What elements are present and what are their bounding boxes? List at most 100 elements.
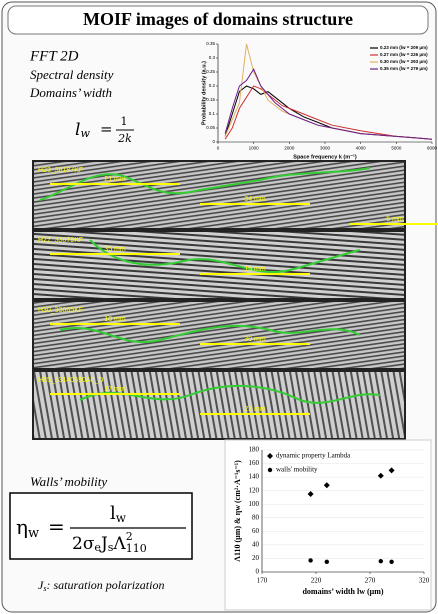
y-tick-label: 180 — [249, 446, 260, 454]
point — [308, 558, 313, 563]
measure-label: 21 mm — [104, 176, 126, 183]
y-tick-label: 0.15 — [206, 97, 215, 102]
x-tick-label: 270 — [365, 577, 376, 585]
f: e — [94, 541, 101, 554]
y-tick-label: 40 — [252, 540, 260, 548]
text: Spectral density — [30, 67, 114, 82]
formula-part: 2σeJsΛ2 110 — [72, 530, 147, 555]
formula: lw = 1 2k — [75, 115, 134, 145]
domain-outline — [89, 239, 361, 274]
image-label: H23_38187KF — [38, 167, 83, 174]
axes — [217, 44, 432, 143]
formula-part: = — [48, 515, 65, 539]
y-tick-label: 0.05 — [206, 125, 215, 130]
point — [377, 472, 384, 479]
formula-part: ηw — [16, 515, 39, 541]
series-line — [224, 85, 433, 140]
y-tick-label: 0.35 — [206, 41, 215, 46]
point — [388, 467, 395, 474]
legend-label: 0.35 mm (lw = 279 μm) — [380, 66, 428, 71]
f: η — [16, 515, 28, 539]
point — [389, 559, 394, 565]
f: w — [116, 511, 127, 525]
axes — [261, 450, 424, 573]
point — [324, 559, 329, 565]
x-tick-label: 1000 — [249, 146, 260, 151]
y-tick-label: 80 — [252, 513, 260, 521]
x-tick-label: 220 — [311, 577, 322, 585]
legend-label: 0.27 mm (lw = 226 μm) — [380, 52, 428, 57]
y-axis-label: Λ110 (μm) & ηw (cm²·A⁻¹s⁻¹) — [233, 460, 242, 562]
formula-part: lw — [110, 503, 127, 525]
f: 2σ — [72, 534, 95, 554]
text: FFT 2D — [29, 48, 79, 64]
legend-marker — [267, 453, 273, 459]
f: 110 — [126, 542, 147, 555]
y-tick-label: 100 — [249, 500, 260, 508]
formula-part: 1 — [121, 115, 128, 128]
legend-label: dynamic property Lambda — [276, 452, 351, 460]
measure-label: 35 mm — [104, 246, 126, 253]
f: l — [75, 120, 80, 140]
y-tick-label: 160 — [249, 459, 260, 467]
f: w — [80, 127, 90, 140]
f: l — [110, 503, 116, 524]
legend-label: 0.23 mm (lw = 209 μm) — [380, 45, 428, 50]
title: MOIF images of domains structure — [83, 9, 353, 29]
y-tick-label: 0.2 — [209, 83, 216, 88]
formula-box — [9, 492, 193, 560]
image-label: H35_33140590A0_D — [38, 377, 103, 384]
f: w — [28, 526, 39, 541]
legend-label: 0.30 mm (lw = 293 μm) — [380, 59, 428, 64]
formula: ηw = lw 2σeJsΛ2 110 — [16, 503, 186, 555]
text: Walls’ mobility — [30, 474, 107, 489]
y-tick-label: 0.1 — [209, 111, 216, 116]
formula-part: = — [100, 120, 113, 138]
t: s — [43, 584, 46, 593]
image-label: H30_33065KF — [38, 307, 83, 314]
formula-part: lw — [75, 120, 90, 141]
x-tick-label: 6000 — [427, 146, 438, 151]
moif-image — [34, 162, 404, 228]
title-box — [7, 5, 429, 35]
measure-label: 18 mm — [104, 316, 126, 323]
legend-marker — [267, 467, 273, 473]
chart-box — [224, 439, 432, 611]
y-tick-label: 0.3 — [209, 55, 216, 60]
x-tick-label: 0 — [217, 146, 220, 151]
y-tick-label: 140 — [249, 473, 260, 481]
f: s — [108, 541, 114, 554]
series-line — [224, 68, 433, 140]
x-tick-label: 320 — [419, 577, 430, 585]
x-tick-label: 4000 — [356, 146, 367, 151]
x-tick-label: 5000 — [391, 146, 402, 151]
x-axis-label: domains’ width lw (μm) — [302, 587, 383, 596]
y-axis-label: Probability density (a.u.) — [201, 61, 207, 125]
x-axis-label: Space frequency k (m⁻¹) — [293, 153, 357, 160]
note: Js: saturation polarization — [38, 578, 164, 593]
y-tick-label: 60 — [252, 527, 260, 535]
measure-label: 15 mm — [244, 266, 266, 273]
image-label: H27_33079KF — [38, 237, 83, 244]
measure-label: 17 mm — [104, 386, 126, 393]
measure-label: 30 mm — [244, 336, 266, 343]
x-tick-label: 2000 — [284, 146, 295, 151]
legend-label: walls' mobility — [276, 466, 318, 474]
moif-image — [34, 372, 404, 438]
y-tick-label: 120 — [249, 486, 260, 494]
t: : saturation polarization — [46, 578, 164, 592]
measure-label: 34 mm — [244, 196, 266, 203]
text: Domains’ width — [29, 85, 112, 100]
measure-label: 5 mm — [386, 216, 404, 223]
moif-image — [34, 302, 404, 368]
x-tick-label: 170 — [257, 577, 268, 585]
point — [323, 482, 330, 489]
moif-image — [34, 232, 404, 298]
f: 2 — [126, 530, 133, 543]
f: Λ — [112, 534, 126, 554]
y-tick-label: 0 — [256, 568, 260, 576]
y-tick-label: 20 — [252, 554, 260, 562]
t: J — [38, 578, 44, 592]
domain-outline — [59, 324, 361, 343]
